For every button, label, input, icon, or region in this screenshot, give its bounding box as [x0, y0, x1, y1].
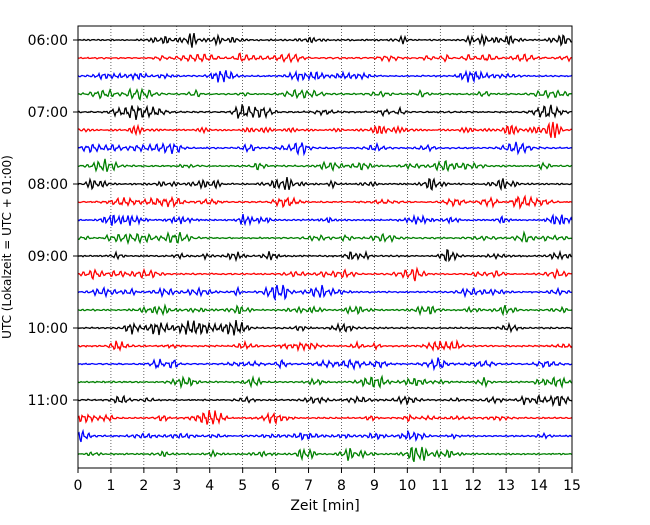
plot-frame — [77, 25, 573, 469]
trace-15 — [77, 284, 573, 302]
y-tick-label-11:00: 11:00 — [28, 393, 68, 409]
x-tick-label-5: 5 — [238, 478, 247, 494]
y-tick-label-07:00: 07:00 — [28, 105, 68, 121]
trace-14 — [77, 266, 573, 282]
x-tick-label-8: 8 — [337, 478, 346, 494]
trace-22 — [77, 410, 573, 426]
trace-4 — [77, 87, 573, 101]
x-tick-label-0: 0 — [74, 478, 83, 494]
x-tick-label-9: 9 — [370, 478, 379, 494]
x-tick-label-12: 12 — [464, 478, 482, 494]
trace-13 — [77, 249, 573, 263]
x-axis-label: Zeit [min] — [290, 498, 359, 514]
trace-5 — [77, 103, 572, 121]
x-tick-label-10: 10 — [398, 478, 416, 494]
trace-11 — [77, 213, 573, 227]
x-axis-ticks: 0 1 2 3 4 5 6 7 8 9 10 11 12 13 14 15 — [74, 468, 581, 494]
y-tick-label-08:00: 08:00 — [28, 177, 68, 193]
trace-6 — [77, 121, 573, 139]
trace-17 — [77, 319, 573, 336]
x-tick-label-15: 15 — [563, 478, 581, 494]
y-tick-label-06:00: 06:00 — [28, 33, 68, 49]
trace-3 — [77, 69, 573, 84]
trace-12 — [77, 230, 573, 246]
trace-9 — [77, 177, 573, 192]
trace-10 — [77, 194, 573, 210]
x-tick-label-4: 4 — [205, 478, 214, 494]
traces — [77, 32, 573, 463]
trace-7 — [77, 141, 573, 157]
y-tick-label-10:00: 10:00 — [28, 321, 68, 337]
y-tick-label-09:00: 09:00 — [28, 249, 68, 265]
x-tick-label-11: 11 — [431, 478, 449, 494]
trace-18 — [77, 338, 573, 353]
x-tick-label-3: 3 — [172, 478, 181, 494]
x-tick-label-1: 1 — [106, 478, 115, 494]
y-axis-label: UTC (Lokalzeit = UTC + 01:00) — [0, 155, 14, 339]
trace-23 — [77, 428, 573, 443]
y-axis-ticks: 06:00 07:00 08:00 09:00 10:00 11:00 — [28, 33, 78, 409]
trace-20 — [77, 374, 573, 390]
trace-21 — [77, 393, 573, 408]
x-tick-label-13: 13 — [497, 478, 515, 494]
trace-1 — [77, 32, 573, 48]
x-tick-label-7: 7 — [304, 478, 313, 494]
trace-16 — [77, 303, 573, 317]
trace-2 — [77, 52, 573, 64]
trace-8 — [77, 158, 573, 173]
grid — [110, 26, 540, 468]
x-tick-label-2: 2 — [139, 478, 148, 494]
x-tick-label-6: 6 — [271, 478, 280, 494]
trace-24 — [77, 446, 573, 463]
x-tick-label-14: 14 — [530, 478, 548, 494]
trace-19 — [77, 357, 573, 372]
